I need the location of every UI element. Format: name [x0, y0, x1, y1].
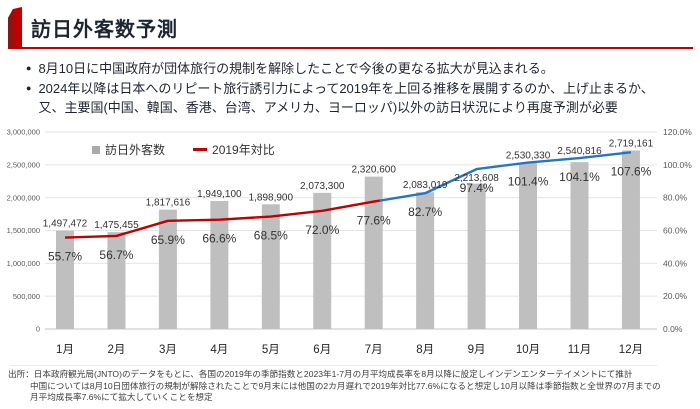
- legend-label-visitors: 訪日外客数: [105, 143, 166, 157]
- percent-label: 72.0%: [305, 223, 339, 237]
- bar: [519, 162, 538, 329]
- left-axis-tick: 1,000,000: [7, 259, 40, 268]
- month-label: 10月: [516, 344, 540, 356]
- right-axis-tick: 40.0%: [663, 258, 688, 268]
- value-label: 2,083,019: [403, 180, 448, 191]
- ratio-line-red-segment: [64, 199, 381, 239]
- right-axis-tick: 80.0%: [663, 193, 688, 203]
- legend-item-ratio: 2019年対比: [193, 141, 275, 158]
- percent-label: 77.6%: [357, 214, 391, 228]
- bullet-marker-icon: ●: [26, 82, 32, 93]
- percent-label: 55.7%: [48, 250, 82, 264]
- value-label: 2,213,608: [454, 173, 499, 184]
- bar: [158, 209, 177, 329]
- page-title: 訪日外客数予測: [31, 19, 178, 41]
- line-swatch-icon: [193, 148, 208, 151]
- value-label: 2,540,816: [557, 146, 602, 157]
- bullet-line: 8月10日に中国政府が団体旅行の規制を解除したことで今後の更なる拡大が見込まれる…: [38, 61, 554, 76]
- percent-label: 104.1%: [559, 170, 600, 184]
- value-label: 2,530,330: [506, 151, 551, 162]
- left-axis-tick: 1,500,000: [7, 226, 40, 235]
- percent-label: 65.9%: [151, 233, 185, 247]
- legend-item-visitors: 訪日外客数: [92, 141, 165, 158]
- value-label: 1,475,455: [94, 220, 139, 231]
- right-axis-tick: 100.0%: [663, 160, 692, 170]
- bullet-text: 2024年以降は日本へのリピート旅行誘引力によって2019年を上回る推移を展開す…: [38, 79, 653, 118]
- bullet-item: ● 2024年以降は日本へのリピート旅行誘引力によって2019年を上回る推移を展開…: [26, 79, 692, 118]
- bullet-item: ● 8月10日に中国政府が団体旅行の規制を解除したことで今後の更なる拡大が見込まれ…: [26, 59, 692, 79]
- month-label: 11月: [568, 344, 591, 356]
- percent-label: 101.4%: [508, 175, 549, 189]
- month-label: 9月: [468, 344, 486, 356]
- bar: [261, 204, 280, 329]
- value-label: 1,949,100: [197, 189, 242, 200]
- left-axis-tick: 500,000: [13, 292, 40, 301]
- bar: [467, 183, 486, 329]
- value-label: 2,073,300: [300, 181, 345, 192]
- month-label: 7月: [365, 344, 383, 356]
- bar: [364, 176, 383, 329]
- footnote-line: 月平均成長率7.6%にて拡大していくことを想定: [30, 392, 213, 403]
- percent-label: 68.5%: [254, 229, 288, 243]
- percent-label: 82.7%: [408, 205, 442, 219]
- bar: [416, 192, 435, 329]
- left-axis-tick: 3,000,000: [7, 128, 40, 137]
- combo-chart-svg: 3,000,000 120.0% 2,500,000 100.0% 2,000,000 8…: [7, 127, 692, 366]
- combo-chart: 訪日外客数 2019年対比 3,000,000 120.0% 2,500,000 10…: [0, 125, 700, 370]
- left-axis-tick: 2,500,000: [7, 160, 40, 169]
- right-axis-tick: 0.0%: [663, 324, 683, 334]
- month-label: 1月: [56, 344, 74, 356]
- ratio-line-blue-segment: [379, 151, 632, 202]
- month-label: 4月: [210, 344, 228, 356]
- value-label: 2,719,161: [609, 138, 654, 149]
- right-axis-tick: 20.0%: [663, 291, 688, 301]
- source-label: 出所：: [8, 369, 34, 379]
- ribbon-shade: [8, 9, 13, 48]
- left-axis-tick: 0: [36, 325, 40, 334]
- percent-label: 97.4%: [460, 181, 494, 195]
- value-label: 1,817,616: [146, 198, 191, 209]
- right-axis-tick: 120.0%: [663, 127, 692, 137]
- chart-legend: 訪日外客数 2019年対比: [92, 141, 275, 158]
- bullet-line: 2024年以降は日本へのリピート旅行誘引力によって2019年を上回る推移を展開す…: [38, 80, 654, 96]
- bar: [313, 192, 332, 329]
- bar-swatch-icon: [92, 145, 100, 154]
- left-axis-tick: 2,000,000: [7, 193, 40, 202]
- bullet-list: ● 8月10日に中国政府が団体旅行の規制を解除したことで今後の更なる拡大が見込まれ…: [26, 59, 692, 118]
- value-label: 2,320,600: [351, 165, 396, 176]
- value-label: 1,898,900: [249, 192, 294, 203]
- month-label: 8月: [416, 344, 434, 356]
- footnote-line: 出所：日本政府観光局(JNTO)のデータをもとに、各国の2019年の季節指数と2…: [8, 369, 633, 379]
- footnote: 出所：日本政府観光局(JNTO)のデータをもとに、各国の2019年の季節指数と2…: [8, 369, 696, 404]
- month-label: 6月: [313, 344, 331, 356]
- right-axis-tick: 60.0%: [663, 226, 688, 236]
- bullet-marker-icon: ●: [26, 63, 32, 73]
- bar: [210, 201, 229, 329]
- month-label: 3月: [159, 344, 177, 356]
- percent-label: 66.6%: [202, 232, 236, 246]
- title-underline: [8, 47, 693, 49]
- bar: [570, 162, 589, 329]
- footnote-line: 中国については8月10日団体旅行の規制が解除されたことで9月末には他国の2カ月遅…: [30, 380, 661, 391]
- bullet-text: 8月10日に中国政府が団体旅行の規制を解除したことで今後の更なる拡大が見込まれる…: [38, 59, 553, 79]
- bar: [621, 150, 640, 329]
- percent-label: 107.6%: [611, 164, 652, 178]
- value-label: 1,497,472: [43, 219, 88, 230]
- percent-label: 56.7%: [99, 248, 133, 262]
- legend-label-ratio: 2019年対比: [212, 143, 275, 157]
- month-label: 12月: [619, 344, 643, 356]
- title-accent-ribbon: [8, 7, 22, 48]
- bullet-line: 又、主要国(中国、韓国、香港、台湾、アメリカ、ヨーロッパ)以外の訪日状況により再…: [38, 100, 618, 115]
- month-label: 2月: [107, 344, 125, 356]
- bar: [107, 232, 126, 329]
- month-label: 5月: [262, 344, 280, 356]
- bar: [56, 230, 74, 329]
